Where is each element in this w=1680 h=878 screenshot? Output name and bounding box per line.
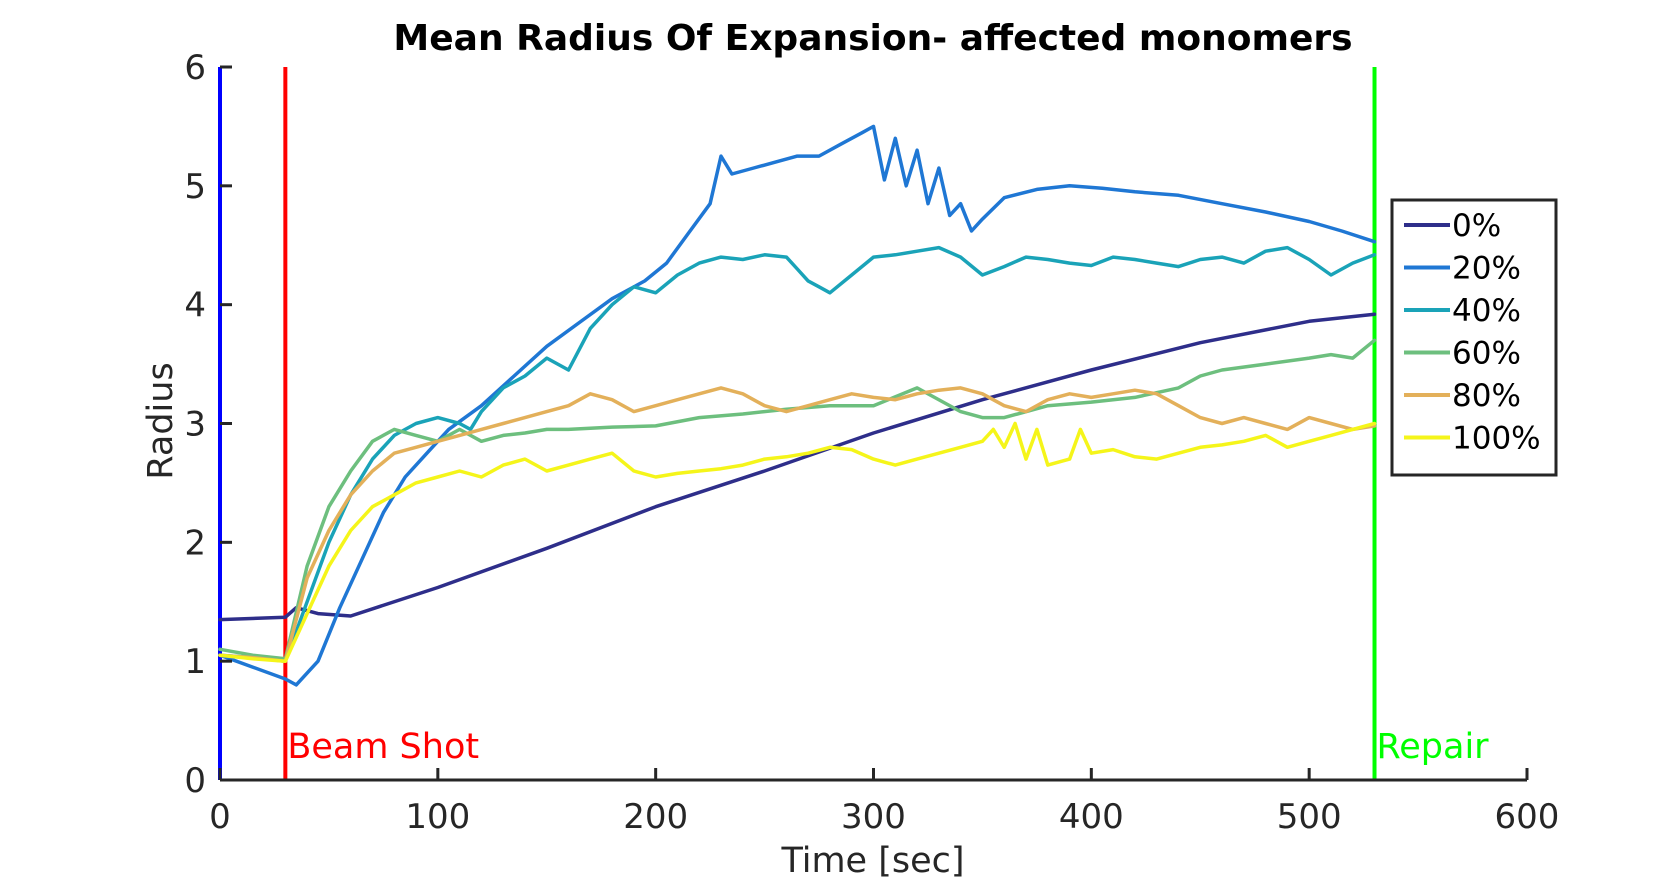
legend-label-5: 100%	[1452, 421, 1541, 457]
event-marker-lines	[218, 67, 1377, 780]
series-line-5	[218, 421, 1377, 663]
y-axis-ticks: 0 1 2 3 4 5 6	[184, 48, 232, 801]
series-line-1	[218, 124, 1377, 687]
legend-label-2: 40%	[1452, 293, 1521, 329]
y-tick-label-2: 2	[184, 523, 206, 563]
legend-label-3: 60%	[1452, 336, 1521, 372]
x-tick-label-0: 0	[209, 797, 231, 837]
legend-label-4: 80%	[1452, 378, 1521, 414]
y-tick-label-5: 5	[184, 167, 206, 207]
series-line-3	[218, 338, 1377, 661]
x-tick-label-2: 200	[623, 797, 688, 837]
marker-label-2: Repair	[1377, 727, 1490, 767]
x-tick-label-6: 600	[1495, 797, 1560, 837]
chart-title: Mean Radius Of Expansion- affected monom…	[393, 18, 1352, 59]
x-axis-ticks: 0 100 200 300 400 500 600	[209, 768, 1560, 837]
y-tick-label-1: 1	[184, 642, 206, 682]
marker-label-1: Beam Shot	[287, 727, 479, 767]
series-lines	[218, 124, 1377, 687]
x-axis-label: Time [sec]	[780, 841, 964, 878]
series-line-4	[218, 386, 1377, 663]
x-tick-label-5: 500	[1277, 797, 1342, 837]
series-line-0	[218, 312, 1377, 622]
legend-box	[1390, 198, 1558, 477]
y-axis-label: Radius	[141, 362, 181, 479]
event-marker-labels: Beam Shot Repair	[287, 727, 1489, 767]
legend-label-0: 0%	[1452, 208, 1501, 244]
y-tick-label-4: 4	[184, 286, 206, 326]
y-tick-label-6: 6	[184, 48, 206, 88]
x-tick-label-1: 100	[405, 797, 470, 837]
legend: 0% 20% 40% 60% 80% 100%	[1390, 198, 1558, 477]
y-tick-label-0: 0	[184, 761, 206, 801]
legend-label-1: 20%	[1452, 251, 1521, 287]
series-line-2	[218, 245, 1377, 663]
x-tick-label-4: 400	[1059, 797, 1124, 837]
x-tick-label-3: 300	[841, 797, 906, 837]
y-tick-label-3: 3	[184, 405, 206, 445]
